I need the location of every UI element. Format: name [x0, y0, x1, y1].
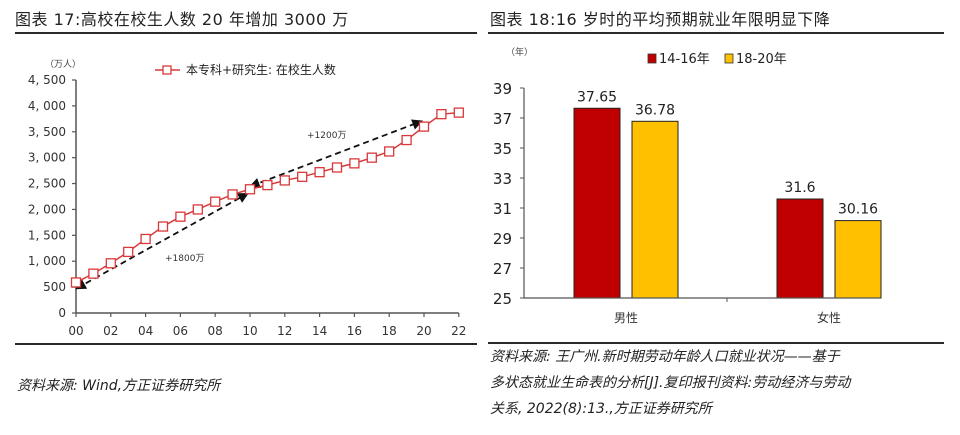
y-tick-label: 29 [493, 230, 512, 248]
y-unit-label: （万人） [45, 59, 81, 70]
y-tick-label: 4, 000 [28, 99, 66, 113]
bar-value-label: 31.6 [784, 180, 815, 196]
legend: 14-16年 18-20年 [647, 52, 787, 67]
x-tick-label: 12 [277, 324, 292, 338]
x-category-label: 女性 [817, 310, 841, 325]
source-line-3: 关系, 2022(8):13.,方正证券研究所 [490, 401, 712, 417]
right-title-rule [488, 32, 944, 34]
y-tick-label: 2, 000 [28, 202, 66, 216]
bar-value-label: 30.16 [838, 202, 878, 218]
data-point-marker [157, 221, 169, 232]
data-point-marker [140, 233, 151, 245]
bar-value-label: 37.65 [577, 89, 617, 105]
x-tick-label: 08 [208, 324, 223, 338]
legend-label: 本专科+研究生: 在校生人数 [186, 62, 336, 77]
bar-value-label: 36.78 [635, 102, 675, 118]
annotation-1200: +1200万 [307, 131, 346, 141]
x-tick-label: 10 [242, 324, 257, 338]
data-point-marker [366, 152, 377, 163]
data-point-marker [123, 246, 134, 258]
y-tick-label: 25 [493, 290, 512, 308]
data-point-marker [314, 167, 325, 178]
bar [573, 107, 621, 299]
line-series [70, 107, 464, 288]
source-line-1: 资料来源: 王广州.新时期劳动年龄人口就业状况——基于 [490, 349, 840, 365]
x-tick-label: 00 [68, 324, 83, 338]
y-tick-label: 0 [58, 306, 66, 320]
data-point-marker [436, 109, 447, 120]
data-point-marker [331, 162, 343, 173]
left-bottom-rule [15, 343, 477, 345]
y-tick-label: 3, 500 [28, 125, 66, 139]
data-point-marker [192, 204, 203, 215]
annotation-1800: +1800万 [165, 254, 204, 264]
data-point-marker [349, 158, 360, 169]
y-axis: 25 27 29 31 33 35 37 39 [493, 80, 525, 308]
bars: 37.65 36.78 31.6 30.16 [573, 89, 882, 299]
right-bottom-rule [488, 342, 944, 344]
y-tick-label: 37 [493, 110, 512, 128]
right-source: 资料来源: 王广州.新时期劳动年龄人口就业状况——基于 多状态就业生命表的分析[… [490, 344, 850, 422]
legend-marker-icon [162, 65, 172, 75]
legend-label-1820: 18-20年 [736, 52, 787, 67]
x-axis: 男性 女性 [524, 297, 880, 325]
data-point-marker [105, 258, 116, 269]
data-point-marker [244, 184, 256, 195]
x-tick-label: 04 [138, 324, 153, 338]
x-tick-label: 14 [312, 324, 327, 338]
y-tick-label: 500 [43, 280, 66, 294]
y-tick-label: 39 [493, 80, 512, 98]
x-tick-label: 02 [103, 324, 118, 338]
line-chart: 0 500 1, 000 1, 500 2, 000 2, 500 3, 000 3, 500… [28, 59, 467, 338]
bar-chart: （年） 14-16年 18-20年 25 27 29 31 33 35 37 39 37.65… [493, 46, 882, 325]
y-tick-label: 35 [493, 140, 512, 158]
bar [631, 120, 679, 299]
x-tick-label: 18 [382, 324, 397, 338]
y-tick-label: 33 [493, 170, 512, 188]
x-tick-label: 20 [416, 324, 431, 338]
left-panel: 图表 17:高校在校生人数 20 年增加 3000 万 0 500 1, 000 1,… [15, 10, 477, 394]
y-tick-label: 2, 500 [28, 177, 66, 191]
y-unit-label: （年） [506, 46, 533, 58]
data-point-marker [210, 196, 221, 207]
legend-label-1416: 14-16年 [659, 52, 710, 67]
y-tick-label: 27 [493, 260, 512, 278]
left-chart-title: 图表 17:高校在校生人数 20 年增加 3000 万 [15, 10, 349, 29]
data-point-marker [227, 189, 238, 200]
left-source: 资料来源: Wind,方正证券研究所 [17, 378, 221, 394]
bar [834, 220, 882, 299]
source-line-2: 多状态就业生命表的分析[J].复印报刊资料:劳动经济与劳动 [490, 375, 851, 391]
data-point-marker [262, 179, 273, 191]
data-point-marker [279, 175, 290, 186]
data-point-marker [418, 121, 430, 132]
legend-swatch-yellow-icon [724, 53, 734, 64]
data-point-marker [453, 107, 464, 118]
y-tick-label: 1, 500 [28, 228, 66, 242]
data-point-marker [384, 146, 395, 157]
right-chart-title: 图表 18:16 岁时的平均预期就业年限明显下降 [490, 10, 831, 29]
y-tick-label: 4, 500 [28, 73, 66, 87]
y-tick-label: 1, 000 [28, 254, 66, 268]
x-tick-label: 16 [347, 324, 362, 338]
left-title-rule [15, 32, 477, 34]
right-panel: 图表 18:16 岁时的平均预期就业年限明显下降 （年） 14-16年 18-2… [480, 0, 960, 435]
data-point-marker [88, 268, 99, 279]
data-point-marker [297, 171, 308, 182]
y-tick-label: 3, 000 [28, 151, 66, 165]
y-axis: 0 500 1, 000 1, 500 2, 000 2, 500 3, 000 3, 500… [28, 73, 77, 320]
legend-swatch-red-icon [647, 53, 657, 64]
data-point-marker [70, 277, 82, 288]
x-category-label: 男性 [614, 311, 638, 325]
annotation-arrows [75, 119, 424, 290]
y-tick-label: 31 [493, 200, 512, 218]
x-tick-label: 22 [451, 324, 466, 338]
x-axis: 00 02 04 06 08 10 12 14 16 18 20 22 [68, 312, 466, 338]
legend: 本专科+研究生: 在校生人数 [155, 62, 336, 77]
data-point-marker [175, 211, 186, 222]
bar [776, 198, 824, 299]
data-point-marker [401, 134, 412, 146]
x-tick-label: 06 [173, 324, 188, 338]
